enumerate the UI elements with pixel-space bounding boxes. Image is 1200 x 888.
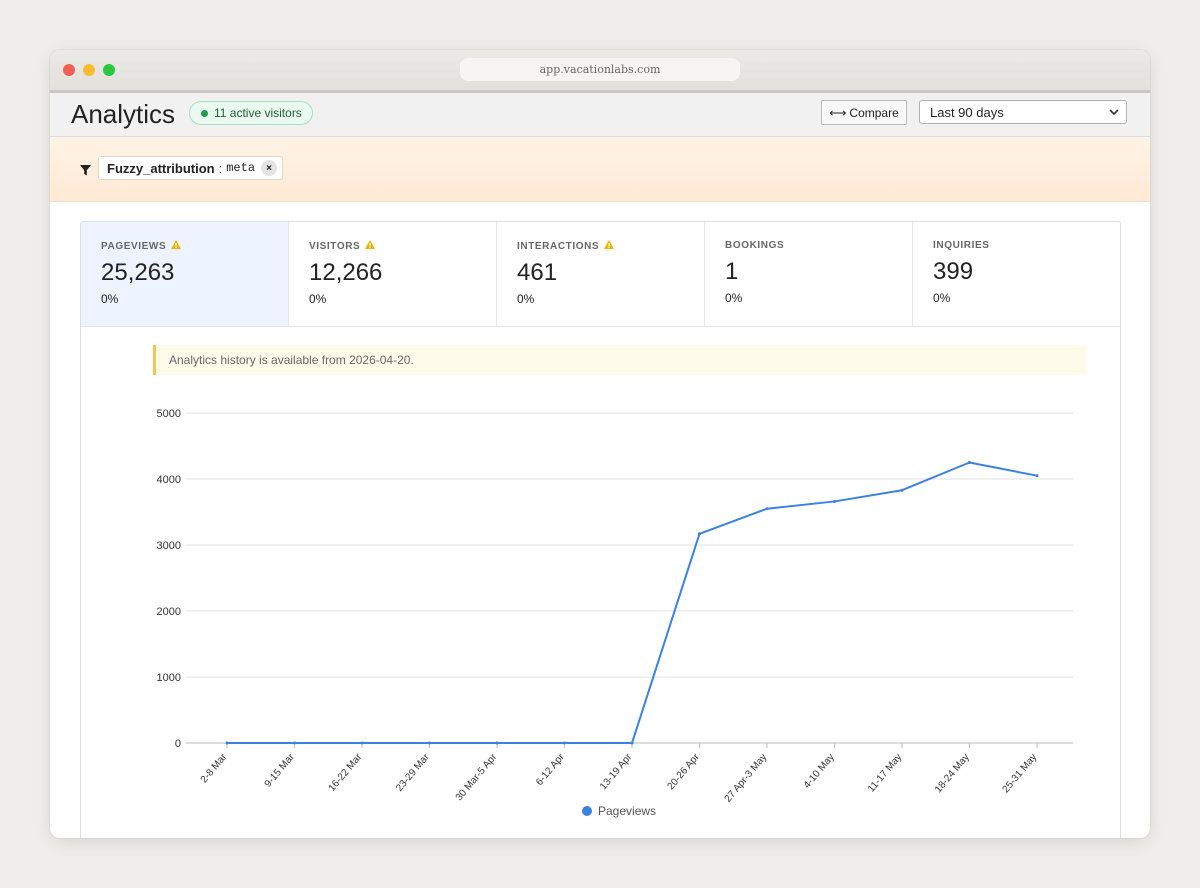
kpi-change: 0% [725, 291, 743, 305]
x-tick-label: 4-10 May [802, 752, 837, 791]
kpi-value: 399 [933, 258, 974, 285]
legend-label: Pageviews [598, 804, 656, 818]
kpi-bookings[interactable]: BOOKINGS 1 0% [705, 222, 913, 326]
maximize-window-button[interactable] [103, 64, 115, 76]
x-tick-label: 9-15 Mar [263, 751, 298, 789]
browser-window: app.vacationlabs.com Analytics 11 active… [50, 50, 1150, 838]
double-arrow-icon: ⟷ [829, 105, 847, 120]
x-tick-label: 30 Mar-5 Apr [454, 751, 500, 803]
date-range-value: Last 90 days [930, 104, 1004, 120]
data-point [765, 507, 769, 511]
kpi-label: INTERACTIONS [517, 240, 600, 252]
page-title: Analytics [71, 99, 176, 129]
data-point [630, 741, 634, 745]
kpi-change: 0% [517, 292, 535, 306]
data-point [225, 741, 229, 745]
x-tick-label: 27 Apr-3 May [723, 752, 770, 805]
filter-value: meta [226, 161, 256, 175]
kpi-change: 0% [309, 292, 327, 306]
filter-separator: : [218, 160, 223, 176]
kpi-label: BOOKINGS [725, 240, 785, 251]
kpi-inquiries[interactable]: INQUIRIES 399 0% [913, 222, 1120, 326]
kpi-value: 461 [517, 259, 558, 286]
kpi-change: 0% [101, 292, 119, 306]
address-bar[interactable]: app.vacationlabs.com [460, 58, 740, 81]
x-tick-label: 11-17 May [866, 752, 904, 795]
kpi-label: VISITORS [309, 240, 361, 252]
kpi-value: 12,266 [309, 259, 383, 286]
page-header: Analytics 11 active visitors ⟷ Compare L… [50, 93, 1150, 137]
y-tick-label: 3000 [157, 540, 181, 552]
minimize-window-button[interactable] [83, 64, 95, 76]
data-point [968, 461, 971, 464]
legend-marker-icon [582, 806, 592, 816]
date-range-select[interactable]: Last 90 days [919, 100, 1127, 124]
metrics-panel: PAGEVIEWS 25,263 0% VISITORS 12,266 0% I… [80, 221, 1121, 838]
y-tick-label: 1000 [157, 672, 181, 684]
data-point [833, 499, 836, 503]
x-tick-label: 25-31 May [1000, 752, 1039, 795]
x-tick-label: 16-22 Mar [327, 751, 365, 793]
active-visitors-badge: 11 active visitors [189, 101, 313, 125]
remove-filter-icon[interactable]: × [261, 160, 278, 176]
data-point [1035, 474, 1039, 478]
title-bar: app.vacationlabs.com [50, 50, 1150, 93]
compare-label: Compare [849, 105, 899, 120]
kpi-interactions[interactable]: INTERACTIONS 461 0% [497, 222, 705, 326]
y-tick-label: 2000 [157, 606, 181, 618]
kpi-change: 0% [933, 291, 951, 305]
y-tick-label: 4000 [157, 474, 181, 486]
chevron-down-icon [1109, 105, 1119, 122]
compare-button[interactable]: ⟷ Compare [821, 100, 907, 125]
active-visitors-text: 11 active visitors [214, 106, 302, 120]
filter-chip: Fuzzy_attribution : meta × [98, 156, 284, 180]
close-window-button[interactable] [63, 64, 75, 76]
warning-icon [604, 240, 615, 252]
filter-key: Fuzzy_attribution [107, 160, 215, 176]
pageviews-line-chart: 0 1000 2000 3000 4000 5000 2-8 Mar 9-15 Mar 16-2… [157, 408, 1073, 818]
x-tick-label: 2-8 Mar [199, 751, 230, 785]
data-point [698, 532, 701, 536]
data-point [428, 741, 431, 745]
kpi-label: PAGEVIEWS [101, 240, 167, 252]
warning-icon [365, 240, 376, 252]
x-tick-label: 20-26 Apr [665, 751, 702, 792]
kpi-value: 25,263 [101, 259, 175, 286]
kpi-row: PAGEVIEWS 25,263 0% VISITORS 12,266 0% I… [81, 222, 1120, 327]
kpi-label: INQUIRIES [933, 240, 990, 251]
warning-icon [171, 240, 182, 252]
x-tick-label: 23-29 Mar [394, 751, 432, 793]
y-tick-label: 5000 [157, 408, 181, 420]
history-notice: Analytics history is available from 2026… [153, 345, 1086, 375]
filter-funnel-icon [80, 163, 91, 181]
y-tick-label: 0 [175, 738, 181, 750]
kpi-value: 1 [725, 258, 739, 285]
kpi-pageviews[interactable]: PAGEVIEWS 25,263 0% [81, 222, 289, 326]
kpi-visitors[interactable]: VISITORS 12,266 0% [289, 222, 497, 326]
x-tick-label: 13-19 Apr [598, 751, 635, 792]
data-point [495, 741, 499, 745]
data-point [563, 741, 566, 745]
data-point [360, 741, 364, 745]
data-point [900, 488, 904, 492]
filter-bar: Fuzzy_attribution : meta × [50, 137, 1150, 202]
live-status-dot-icon [201, 109, 208, 117]
x-tick-label: 18-24 May [933, 752, 972, 795]
data-point [293, 741, 296, 745]
series-line-pageviews [227, 461, 1038, 744]
x-tick-label: 6-12 Apr [534, 751, 567, 788]
